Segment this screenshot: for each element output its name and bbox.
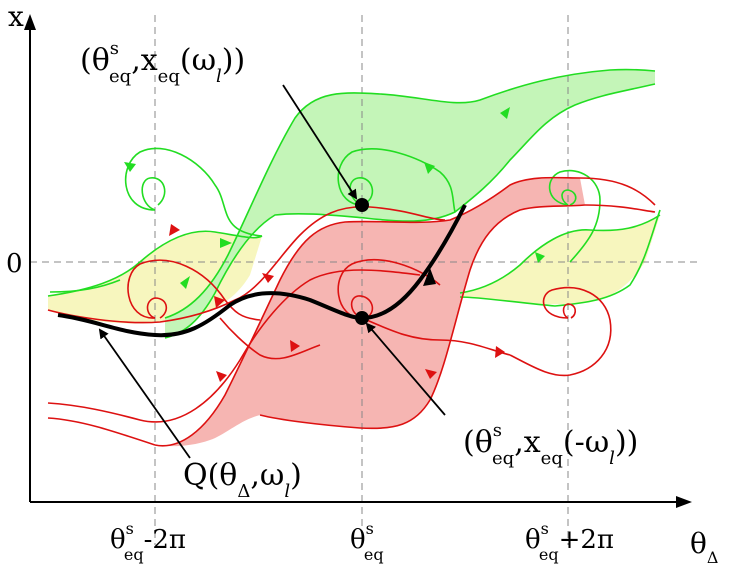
annotation-curve-q: Q(θΔ,ωl)	[183, 458, 302, 502]
equilibrium-point-bottom	[355, 311, 369, 325]
pointer-bottom	[365, 322, 446, 416]
red-trajectories	[47, 176, 656, 447]
green-region	[165, 69, 655, 338]
yellow-region-right	[460, 215, 660, 305]
tick-label-center: θs eq	[350, 519, 384, 564]
zero-label: 0	[6, 249, 23, 279]
green-trajectories	[47, 68, 661, 339]
q-curve	[57, 204, 467, 338]
y-axis-label: x	[8, 0, 24, 33]
direction-arrowheads	[124, 107, 545, 382]
q-curve-arrowhead	[423, 268, 436, 286]
annotation-top-point: (θs eq,xeq(ωl))	[80, 38, 245, 87]
pointer-top	[282, 84, 358, 200]
pointer-curve	[98, 328, 191, 459]
tick-label-left: θs eq-2π	[110, 519, 186, 564]
tick-label-right: θs eq+2π	[525, 519, 614, 564]
x-axis-label: θΔ	[690, 527, 718, 567]
equilibrium-point-top	[355, 198, 369, 212]
annotation-bottom-point: (θs eq,xeq(-ωl))	[463, 420, 638, 469]
y-axis-arrowhead	[24, 14, 36, 30]
red-region	[155, 177, 585, 447]
x-axis-arrowhead	[676, 496, 692, 508]
